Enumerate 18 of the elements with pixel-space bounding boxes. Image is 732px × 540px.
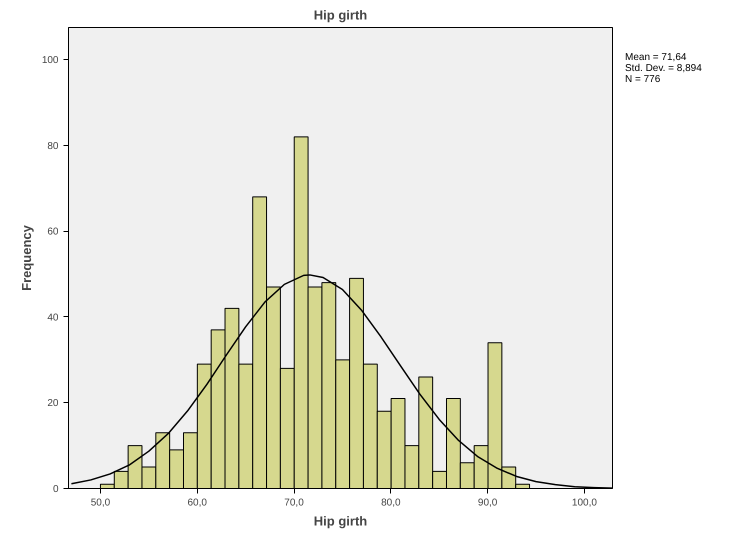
y-tick-label: 80 (47, 140, 59, 152)
x-axis-title: Hip girth (314, 514, 368, 528)
x-tick-label: 50,0 (90, 498, 111, 508)
x-tick-label: 100,0 (572, 498, 598, 508)
x-tick-label: 80,0 (381, 498, 402, 508)
chart-title: Hip girth (314, 8, 368, 22)
y-tick-label: 60 (47, 226, 59, 238)
x-tick-label: 90,0 (478, 498, 498, 508)
y-axis-title: Frequency (18, 224, 34, 291)
text: N = 776 (625, 74, 660, 85)
y-tick-label: 40 (47, 312, 59, 324)
y-tick-label: 20 (47, 398, 59, 410)
x-tick-label: 60,0 (188, 498, 208, 508)
y-tick-label: 0 (52, 484, 59, 495)
text: Std. Dev. = 8,894 (625, 63, 702, 74)
x-tick-label: 70,0 (284, 498, 304, 508)
text: Mean = 71,64 (625, 52, 686, 63)
y-tick-label: 100 (42, 55, 59, 66)
